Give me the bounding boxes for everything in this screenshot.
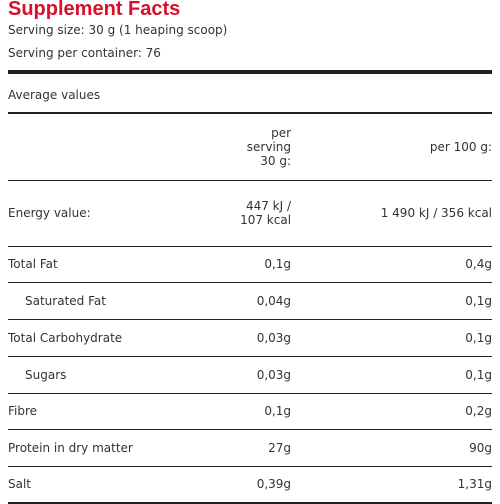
per-100g-value: 0,2g — [291, 393, 492, 430]
per-serving-value: 0,1g — [231, 246, 292, 283]
table-row: Fibre 0,1g 0,2g — [8, 393, 492, 430]
nutrient-name: Fibre — [8, 393, 232, 430]
header-per-100g: per 100 g: — [291, 114, 492, 181]
nutrient-name: Energy value: — [8, 180, 232, 247]
section-divider — [8, 112, 492, 114]
nutrient-name: Total Carbohydrate — [8, 319, 232, 357]
per-serving-value: 0,1g — [231, 393, 292, 430]
per-100g-value: 0,1g — [291, 282, 492, 320]
table-row: Total Fat 0,1g 0,4g — [8, 246, 492, 283]
per-100g-value: 0,1g — [291, 356, 492, 394]
page-title: Supplement Facts — [8, 0, 181, 20]
per-100g-value: 0,4g — [291, 246, 492, 283]
per-serving-value: 0,03g — [231, 356, 292, 394]
header-per-serving: per serving 30 g: — [231, 114, 292, 181]
per-serving-value: 0,03g — [231, 319, 292, 357]
per-100g-value: 90g — [291, 429, 492, 467]
per-serving-value: 447 kJ / 107 kcal — [231, 180, 292, 247]
table-row: Sugars 0,03g 0,1g — [8, 356, 492, 394]
per-100g-value: 1 490 kJ / 356 kcal — [291, 180, 492, 247]
table-row-energy: Energy value: 447 kJ / 107 kcal 1 490 kJ… — [8, 180, 492, 247]
table-row: Saturated Fat 0,04g 0,1g — [8, 282, 492, 320]
per-serving-value: 0,04g — [231, 282, 292, 320]
nutrient-name: Salt — [8, 466, 232, 504]
table-row: Total Carbohydrate 0,03g 0,1g — [8, 319, 492, 357]
table-row: Protein in dry matter 27g 90g — [8, 429, 492, 467]
per-100g-value: 0,1g — [291, 319, 492, 357]
nutrient-name: Total Fat — [8, 246, 232, 283]
serving-size: Serving size: 30 g (1 heaping scoop) — [8, 23, 228, 37]
table-header-row: per serving 30 g: per 100 g: — [8, 114, 492, 181]
top-divider — [8, 70, 492, 74]
table-row: Salt 0,39g 1,31g — [8, 466, 492, 504]
header-per-serving-label: per serving 30 g: — [246, 125, 292, 168]
average-values-label: Average values — [8, 88, 101, 102]
nutrient-name: Saturated Fat — [8, 282, 232, 320]
nutrition-table: per serving 30 g: per 100 g: Energy valu… — [8, 114, 492, 504]
nutrient-name: Sugars — [8, 356, 232, 394]
servings-per-container: Serving per container: 76 — [8, 46, 161, 60]
per-serving-value: 27g — [231, 429, 292, 467]
header-blank-cell — [8, 114, 232, 181]
per-100g-value: 1,31g — [291, 466, 492, 504]
per-serving-energy: 447 kJ / 107 kcal — [240, 199, 292, 227]
per-serving-value: 0,39g — [231, 466, 292, 504]
nutrient-name: Protein in dry matter — [8, 429, 232, 467]
